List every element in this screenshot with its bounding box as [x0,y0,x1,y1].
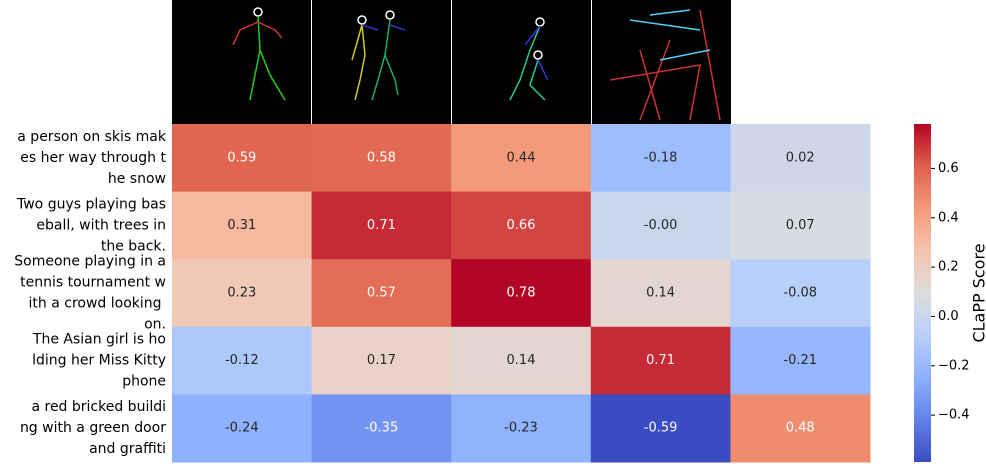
heatmap-cell [730,191,871,260]
row-label: he snow [108,171,166,187]
row-label: Someone playing in a [14,254,166,270]
colorbar-tick-label: 0.2 [938,260,959,275]
colorbar [914,124,931,462]
row-label: and graffiti [89,441,166,457]
cell-label: 0.48 [786,421,815,436]
cell-label: 0.71 [367,218,396,233]
heatmap-cell [451,259,592,328]
colorbar-label: CLaPP Score [970,243,986,342]
heatmap-cell [311,124,452,193]
heatmap-cell [311,394,452,463]
row-label: Two guys playing bas [16,196,166,212]
cell-label: 0.17 [367,353,396,368]
row-label: tennis tournament w [20,275,166,291]
cell-label: 0.66 [507,218,536,233]
cell-label: 0.71 [646,353,675,368]
cell-label: -0.08 [783,286,817,301]
row-label: the back. [101,238,166,254]
cell-label: 0.59 [227,150,256,165]
colorbar-tick-label: −0.4 [938,408,970,423]
colorbar-tick-label: 0.6 [938,161,959,176]
heatmap-cell [590,191,731,260]
heatmap-cell [311,191,452,260]
heatmap-cell [730,124,871,193]
cell-label: 0.14 [507,353,536,368]
heatmap-cell [311,326,452,395]
heatmap-cell [590,124,731,193]
cell-label: -0.00 [644,218,678,233]
row-label: ith a crowd looking [29,296,166,312]
cell-label: -0.23 [504,421,538,436]
heatmap-cell [172,124,313,193]
colorbar-tick-label: 0.4 [938,210,959,225]
row-label: ng with a green door [20,420,166,436]
heatmap-cell [730,326,871,395]
row-label: lding her Miss Kitty [32,353,166,369]
heatmap-cell [311,259,452,328]
cell-label: 0.78 [507,286,536,301]
heatmap-cell [451,394,592,463]
thumbnails [172,0,731,124]
heatmap-cell [451,191,592,260]
heatmap-cell [172,191,313,260]
row-label: eball, with trees in [36,217,166,233]
cell-label: 0.31 [227,218,256,233]
cell-label: -0.59 [644,421,678,436]
heatmap-cell [172,394,313,463]
cell-label: -0.12 [225,353,259,368]
colorbar-tick-label: 0.0 [938,309,959,324]
cell-label: 0.44 [507,150,536,165]
cell-label: -0.21 [783,353,817,368]
heatmap-cell [730,394,871,463]
heatmap-cell [451,326,592,395]
cell-label: -0.18 [644,150,678,165]
cell-label: 0.57 [367,286,396,301]
cell-label: 0.23 [227,286,256,301]
cell-label: -0.24 [225,421,259,436]
colorbar-tick-label: −0.2 [938,358,970,373]
heatmap-cell [590,326,731,395]
row-label: a red bricked buildi [31,399,166,415]
cell-label: 0.02 [786,150,815,165]
cell-label: -0.35 [365,421,399,436]
cell-label: 0.58 [367,150,396,165]
cell-label: 0.07 [786,218,815,233]
heatmap-cell [590,394,731,463]
heatmap-cell [172,259,313,328]
row-label: The Asian girl is ho [32,332,166,348]
row-label: a person on skis mak [17,129,167,145]
row-label: es her way through t [20,150,166,166]
heatmap-cell [451,124,592,193]
heatmap-cell [730,259,871,328]
cell-label: 0.14 [646,286,675,301]
row-label: on. [144,317,166,333]
row-label: phone [122,374,166,390]
heatmap-cell [590,259,731,328]
heatmap-cell [172,326,313,395]
